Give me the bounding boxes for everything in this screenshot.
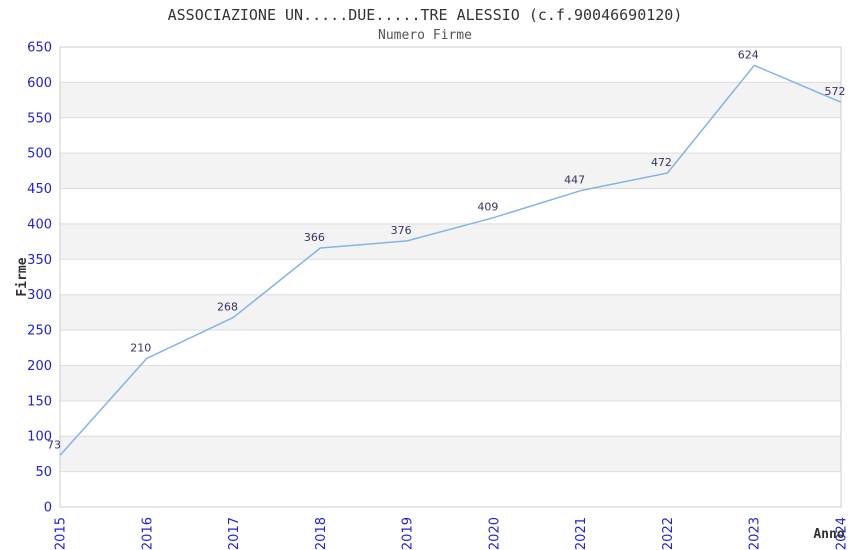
data-label: 210: [130, 341, 151, 354]
y-tick-label: 450: [27, 182, 52, 197]
y-tick-label: 150: [27, 394, 52, 409]
data-label: 447: [564, 174, 585, 187]
data-label: 624: [738, 48, 759, 61]
x-tick-label: 2019: [401, 517, 416, 550]
plot-band: [60, 82, 841, 118]
y-tick-label: 100: [27, 430, 52, 445]
data-label: 366: [304, 231, 325, 244]
x-tick-label: 2023: [748, 517, 763, 550]
data-label: 73: [47, 438, 61, 451]
data-line: [59, 64, 842, 456]
data-label: 572: [825, 85, 846, 98]
x-tick-label: 2018: [314, 517, 329, 550]
y-axis-title: Firme: [15, 257, 30, 296]
plot-border: [59, 46, 842, 508]
plot-band: [60, 294, 841, 331]
x-tick-label: 2016: [140, 517, 155, 550]
data-label: 376: [391, 224, 412, 237]
x-tick-label: 2015: [54, 517, 69, 550]
y-tick-label: 400: [27, 217, 52, 232]
chart-title: ASSOCIAZIONE UN.....DUE.....TRE ALESSIO …: [167, 6, 683, 24]
y-tick-label: 650: [27, 41, 52, 56]
x-tick-label: 2017: [227, 517, 242, 550]
chart-subtitle: Numero Firme: [378, 28, 472, 43]
x-axis-title: Anno: [813, 527, 844, 542]
plot-band: [60, 436, 841, 472]
x-tick-label: 2024: [835, 517, 850, 550]
y-tick-label: 550: [27, 111, 52, 126]
y-tick-label: 300: [27, 288, 52, 303]
plot-band: [60, 153, 841, 189]
x-tick-label: 2022: [661, 517, 676, 550]
y-tick-label: 250: [27, 324, 52, 339]
y-tick-label: 200: [27, 359, 52, 374]
x-tick-label: 2020: [487, 517, 502, 550]
y-tick-label: 500: [27, 147, 52, 162]
data-label: 268: [217, 300, 238, 313]
data-label: 409: [477, 201, 498, 214]
y-tick-label: 50: [35, 465, 52, 480]
y-tick-label: 350: [27, 253, 52, 268]
y-tick-label: 600: [27, 76, 52, 91]
y-tick-label: 0: [44, 501, 52, 516]
x-tick-label: 2021: [574, 517, 589, 550]
data-label: 472: [651, 156, 672, 169]
plot-band: [60, 365, 841, 401]
